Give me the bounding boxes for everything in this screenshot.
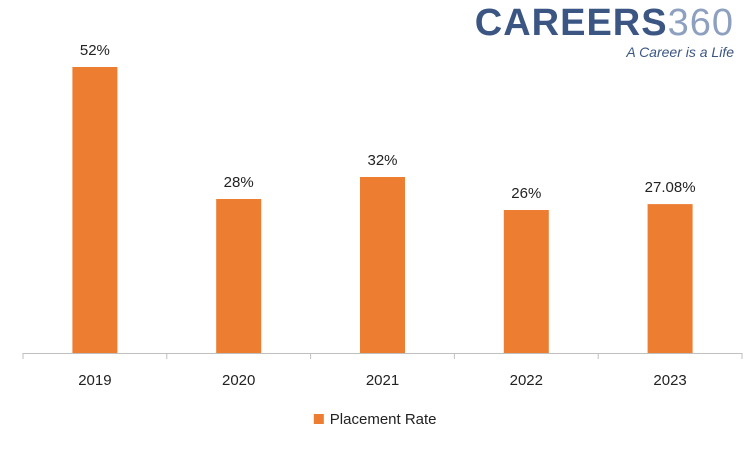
x-tick-label-2022: 2022 — [510, 372, 543, 389]
x-tick-label-2021: 2021 — [366, 372, 399, 389]
bar-2023 — [647, 204, 693, 353]
x-tick-label-2023: 2023 — [653, 372, 686, 389]
bar-2021 — [360, 177, 405, 353]
x-tick-label-2019: 2019 — [78, 372, 111, 389]
data-label-2021: 32% — [367, 152, 397, 169]
x-tick-label-2020: 2020 — [222, 372, 255, 389]
logo-tagline: A Career is a Life — [626, 44, 734, 60]
data-label-2019: 52% — [80, 42, 110, 59]
logo-brand-number: 360 — [667, 2, 734, 44]
logo-wordmark: CAREERS360 — [475, 4, 734, 42]
data-label-2020: 28% — [224, 174, 254, 191]
bar-2020 — [216, 199, 262, 353]
data-label-2023: 27.08% — [645, 179, 696, 196]
bar-2022 — [503, 210, 549, 353]
data-label-2022: 26% — [511, 185, 541, 202]
logo-brand-main: CAREERS — [474, 2, 668, 44]
legend-label-placement-rate: Placement Rate — [330, 411, 437, 428]
careers360-logo: CAREERS360 A Career is a Life — [475, 4, 734, 60]
legend-swatch-placement-rate — [313, 414, 324, 424]
bar-2019 — [72, 67, 118, 353]
